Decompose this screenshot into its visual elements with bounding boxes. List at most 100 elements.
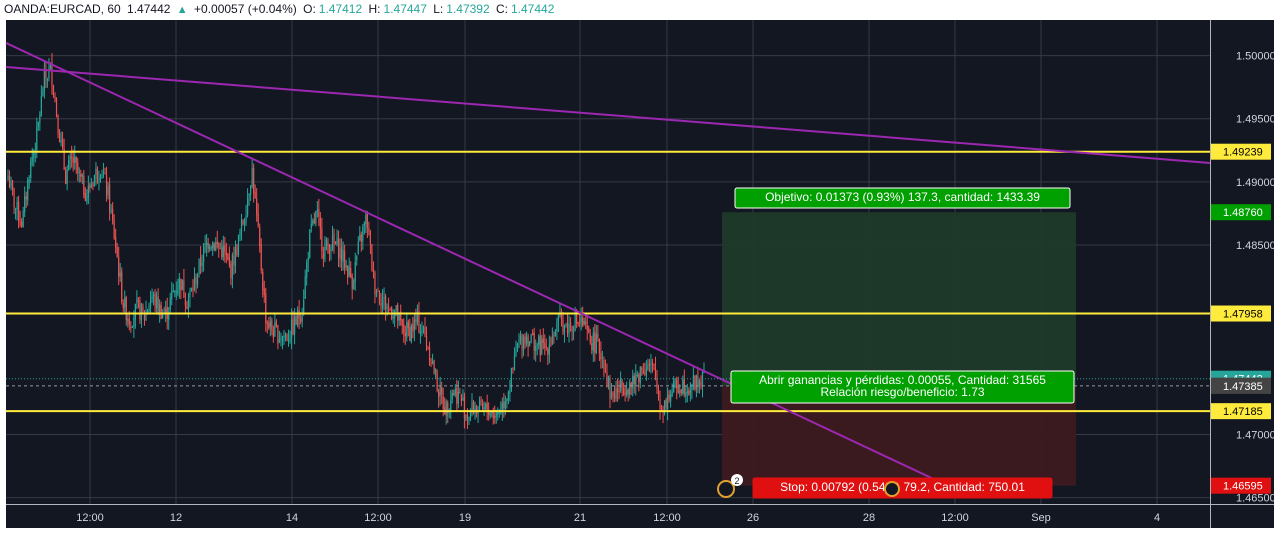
candle-body: [283, 336, 285, 338]
candle-body: [292, 318, 294, 335]
chart-area[interactable]: 1.50000 1.49500 1.49000 1.48500 1.47000 1.465…: [0, 20, 1274, 543]
open-label: O:: [303, 2, 316, 16]
candle-body: [522, 336, 525, 351]
candle-body: [618, 390, 620, 393]
candle-body: [139, 300, 141, 321]
chart-header: OANDA:EURCAD, 60 1.47442 ▲ +0.00057 (+0.…: [0, 0, 1274, 20]
candle-body: [562, 319, 564, 333]
candle-body: [316, 210, 318, 212]
candle-body: [95, 168, 97, 176]
candle-body: [98, 179, 100, 181]
candle-body: [488, 409, 490, 416]
candle-body: [239, 232, 241, 237]
candle-body: [372, 269, 375, 272]
candle-body: [525, 336, 528, 345]
candle-body: [388, 306, 390, 308]
candle-body: [45, 71, 47, 78]
candle-body: [527, 336, 529, 348]
stop-price-label: 1.46595: [1223, 481, 1263, 493]
candle-body: [61, 139, 64, 148]
target-label-box: [734, 187, 1071, 209]
candle-body: [532, 333, 534, 335]
candle-body: [642, 371, 644, 374]
y-tick-label: 1.50000: [1236, 51, 1274, 63]
candle-body: [36, 127, 38, 150]
x-tick-label: 28: [863, 512, 875, 524]
candle-body: [280, 339, 282, 341]
candle-body: [118, 257, 120, 277]
candle-body: [431, 361, 434, 364]
candle-body: [196, 275, 199, 285]
candle-body: [375, 292, 378, 296]
candle-body: [333, 233, 335, 243]
candle-body: [11, 180, 14, 190]
candle-body: [122, 303, 124, 309]
candle-body: [636, 374, 638, 377]
candle-body: [430, 362, 432, 364]
candle-body: [679, 391, 681, 393]
candle-body: [645, 369, 647, 376]
candle-body: [509, 390, 511, 394]
candle-body: [563, 325, 566, 334]
candle-body: [201, 262, 203, 267]
candle-body: [553, 335, 555, 337]
candle-body: [210, 247, 212, 249]
candle-body: [345, 265, 347, 267]
candle-body: [680, 389, 682, 394]
candle-body: [297, 310, 299, 326]
candle-body: [171, 290, 173, 299]
candle-body: [460, 394, 462, 402]
candle-body: [482, 403, 484, 410]
candle-body: [250, 186, 252, 195]
candle-body: [386, 307, 388, 309]
candle-body: [54, 96, 56, 100]
candle-body: [648, 363, 651, 366]
x-tick-label: 12: [170, 512, 182, 524]
event-marker-icon: [884, 481, 900, 497]
candle-body: [181, 279, 183, 291]
candle-body: [184, 298, 187, 306]
candle-body: [60, 139, 62, 143]
candle-body: [623, 387, 625, 395]
candle-body: [42, 91, 44, 96]
candle-body: [560, 314, 563, 320]
candle-body: [81, 174, 83, 177]
candle-body: [321, 228, 323, 252]
candle-body: [503, 401, 505, 408]
candle-body: [507, 392, 509, 401]
candle-body: [236, 245, 238, 256]
candle-body: [428, 347, 431, 362]
candle-body: [621, 381, 623, 388]
candle-body: [392, 316, 394, 319]
candle-body: [260, 244, 262, 271]
candle-body: [474, 407, 476, 413]
level-price-label: 1.47185: [1223, 406, 1263, 418]
candle-body: [644, 373, 646, 375]
candle-body: [478, 400, 481, 410]
candle-body: [557, 314, 560, 322]
candle-body: [436, 371, 438, 391]
x-tick-label: 21: [574, 512, 586, 524]
candle-body: [554, 331, 556, 336]
candle-body: [37, 121, 39, 128]
candle-body: [87, 185, 89, 198]
candle-body: [600, 352, 602, 360]
candle-body: [607, 376, 610, 385]
candle-body: [566, 323, 569, 334]
candle-body: [289, 338, 291, 341]
candle-body: [327, 241, 329, 246]
low-value: 1.47392: [446, 2, 490, 16]
symbol-label[interactable]: OANDA:EURCAD, 60: [4, 2, 121, 16]
candle-body: [351, 275, 353, 289]
open-value: 1.47412: [318, 2, 363, 16]
candle-body: [99, 177, 102, 179]
candle-body: [453, 392, 455, 396]
candle-body: [497, 412, 499, 415]
candle-body: [654, 367, 657, 380]
candle-body: [116, 247, 118, 257]
candle-body: [398, 313, 400, 321]
event-badge-count-bg: [731, 474, 743, 486]
candle-body: [445, 401, 447, 416]
candle-body: [416, 311, 419, 323]
candle-body: [574, 313, 576, 332]
